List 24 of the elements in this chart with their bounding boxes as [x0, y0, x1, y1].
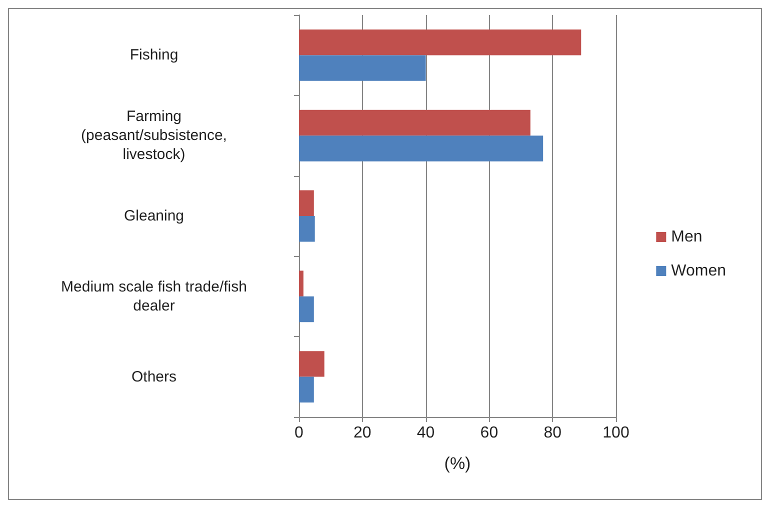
bar	[299, 216, 315, 242]
bar	[299, 136, 544, 162]
x-tick-label: 20	[354, 424, 372, 442]
x-tick-label: 80	[544, 424, 562, 442]
x-tick-label: 100	[602, 424, 630, 442]
bar	[299, 270, 304, 296]
y-tick-label: Medium scale fish trade/fish dealer	[61, 278, 247, 314]
x-tick-label: 0	[294, 424, 304, 442]
bar	[299, 296, 314, 322]
bar	[299, 351, 324, 377]
y-tick-label: Others	[131, 368, 177, 386]
x-tick-label: 40	[416, 424, 435, 442]
legend-label: Men	[671, 228, 702, 246]
y-tick-label: Farming (peasant/subsistence, livestock)	[81, 108, 227, 164]
bar	[299, 110, 530, 136]
bar	[299, 190, 314, 216]
legend-label: Women	[671, 262, 726, 280]
bar	[299, 29, 582, 56]
x-tick-label: 60	[480, 424, 498, 442]
y-tick-label: Gleaning	[124, 208, 184, 224]
bar	[299, 376, 314, 403]
x-axis-title: (%)	[444, 454, 471, 473]
bar	[299, 55, 426, 81]
y-tick-label: Fishing	[130, 46, 178, 64]
